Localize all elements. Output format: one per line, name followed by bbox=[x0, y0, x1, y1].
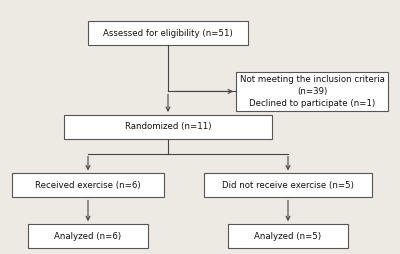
FancyBboxPatch shape bbox=[228, 224, 348, 248]
Text: Not meeting the inclusion criteria
(n=39)
Declined to participate (n=1): Not meeting the inclusion criteria (n=39… bbox=[240, 75, 384, 108]
Text: Did not receive exercise (n=5): Did not receive exercise (n=5) bbox=[222, 181, 354, 190]
Text: Analyzed (n=6): Analyzed (n=6) bbox=[54, 232, 122, 241]
FancyBboxPatch shape bbox=[12, 173, 164, 198]
FancyBboxPatch shape bbox=[236, 72, 388, 111]
Text: Received exercise (n=6): Received exercise (n=6) bbox=[35, 181, 141, 190]
Text: Randomized (n=11): Randomized (n=11) bbox=[125, 122, 211, 132]
FancyBboxPatch shape bbox=[64, 115, 272, 139]
FancyBboxPatch shape bbox=[204, 173, 372, 198]
Text: Analyzed (n=5): Analyzed (n=5) bbox=[254, 232, 322, 241]
Text: Assessed for eligibility (n=51): Assessed for eligibility (n=51) bbox=[103, 28, 233, 38]
FancyBboxPatch shape bbox=[28, 224, 148, 248]
FancyBboxPatch shape bbox=[88, 21, 248, 45]
